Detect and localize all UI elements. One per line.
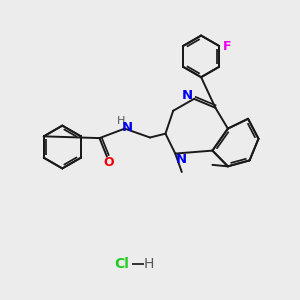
Text: N: N bbox=[121, 121, 132, 134]
Text: F: F bbox=[223, 40, 232, 53]
Text: N: N bbox=[176, 153, 187, 166]
Text: N: N bbox=[182, 89, 193, 102]
Text: H: H bbox=[117, 116, 125, 126]
Text: Cl: Cl bbox=[114, 257, 129, 272]
Text: O: O bbox=[104, 156, 114, 169]
Text: H: H bbox=[143, 257, 154, 272]
